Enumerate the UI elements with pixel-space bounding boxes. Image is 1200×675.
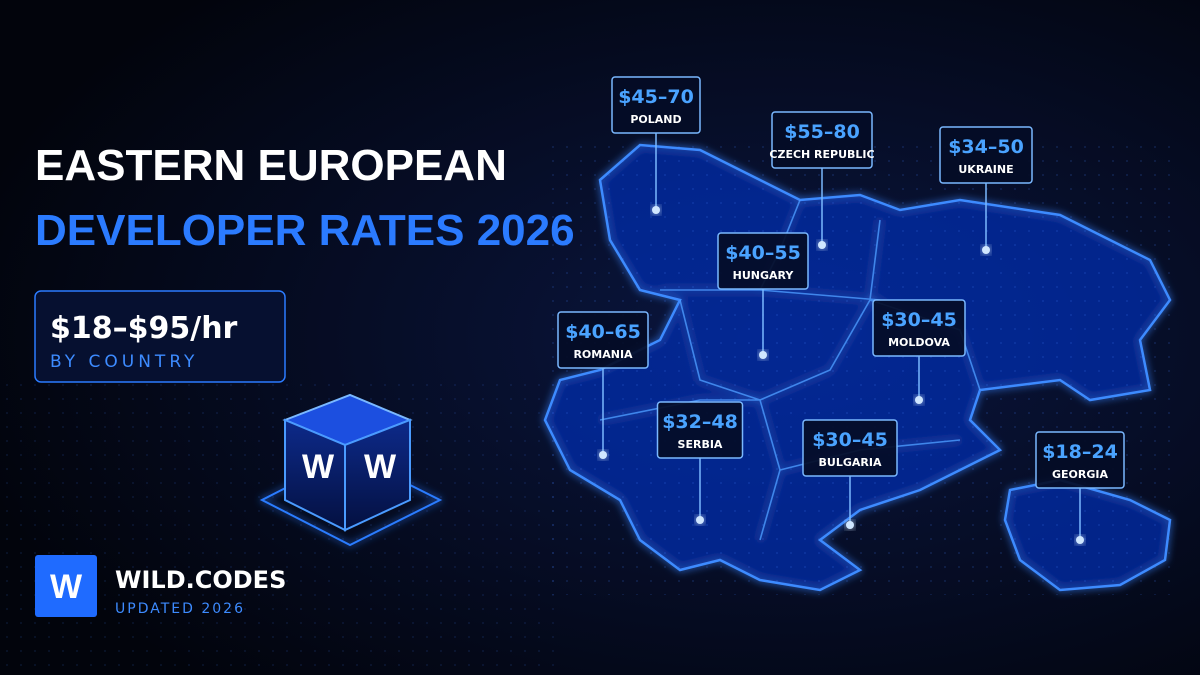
marker-rate: $18–24 (1042, 441, 1118, 463)
marker-dot (696, 516, 704, 524)
brand-logo: W (50, 568, 83, 606)
cube-letter: W (364, 448, 397, 486)
cube-right (344, 418, 411, 532)
brand-logo-box (35, 555, 97, 617)
marker-rate: $40–55 (725, 242, 801, 264)
title-line1: EASTERN EUROPEAN (35, 141, 507, 190)
marker-dot (759, 351, 767, 359)
marker-dot (599, 451, 607, 459)
marker-box (611, 76, 701, 134)
marker-country: UKRAINE (958, 163, 1013, 176)
marker-country: POLAND (630, 113, 681, 126)
marker-country: CZECH REPUBLIC (769, 148, 874, 161)
marker-dot (915, 396, 923, 404)
marker-country: HUNGARY (733, 269, 795, 282)
cube: W W (259, 393, 443, 547)
marker-box (939, 126, 1033, 184)
marker-box (717, 232, 809, 290)
summary-caption: BY COUNTRY (50, 352, 198, 372)
title-line2: DEVELOPER RATES 2026 (35, 206, 575, 255)
marker-rate: $45–70 (618, 86, 694, 108)
brand-name: WILD.CODES (115, 566, 286, 594)
marker-box (557, 311, 649, 369)
marker-rate: $32–48 (662, 411, 738, 433)
marker-box (656, 401, 744, 459)
summary-box (34, 290, 286, 383)
marker-box (1035, 431, 1125, 489)
rate-marker: $30–45 BULGARIA (802, 419, 898, 529)
marker-country: MOLDOVA (888, 336, 950, 349)
rate-marker: $34–50 UKRAINE (939, 126, 1033, 254)
map-texture (545, 145, 1170, 595)
marker-country: SERBIA (678, 438, 723, 451)
marker-country: BULGARIA (819, 456, 882, 469)
marker-rate: $40–65 (565, 321, 641, 343)
marker-dot (982, 246, 990, 254)
brand-updated: UPDATED 2026 (115, 601, 245, 617)
rate-marker: $40–55 HUNGARY (717, 232, 809, 359)
marker-box (802, 419, 898, 477)
marker-rate: $34–50 (948, 136, 1024, 158)
marker-box (872, 299, 966, 357)
marker-dot (846, 521, 854, 529)
rate-marker: $18–24 GEORGIA (1035, 431, 1125, 544)
marker-country: GEORGIA (1052, 468, 1108, 481)
rate-marker: $55–80 CZECH REPUBLIC (769, 111, 875, 249)
marker-dot (652, 206, 660, 214)
rate-marker: $40–65 ROMANIA (557, 311, 649, 459)
rate-marker: $32–48 SERBIA (656, 401, 744, 524)
rate-marker: $45–70 POLAND (611, 76, 701, 214)
marker-rate: $55–80 (784, 121, 860, 143)
cube-letter: W (302, 448, 335, 486)
rate-marker: $30–45 MOLDOVA (872, 299, 966, 404)
marker-country: ROMANIA (573, 348, 633, 361)
marker-dot (1076, 536, 1084, 544)
marker-rate: $30–45 (881, 309, 957, 331)
summary-range: $18–$95/hr (50, 311, 238, 346)
background-grid (0, 380, 560, 675)
marker-rate: $30–45 (812, 429, 888, 451)
marker-box (771, 111, 873, 169)
marker-dot (818, 241, 826, 249)
